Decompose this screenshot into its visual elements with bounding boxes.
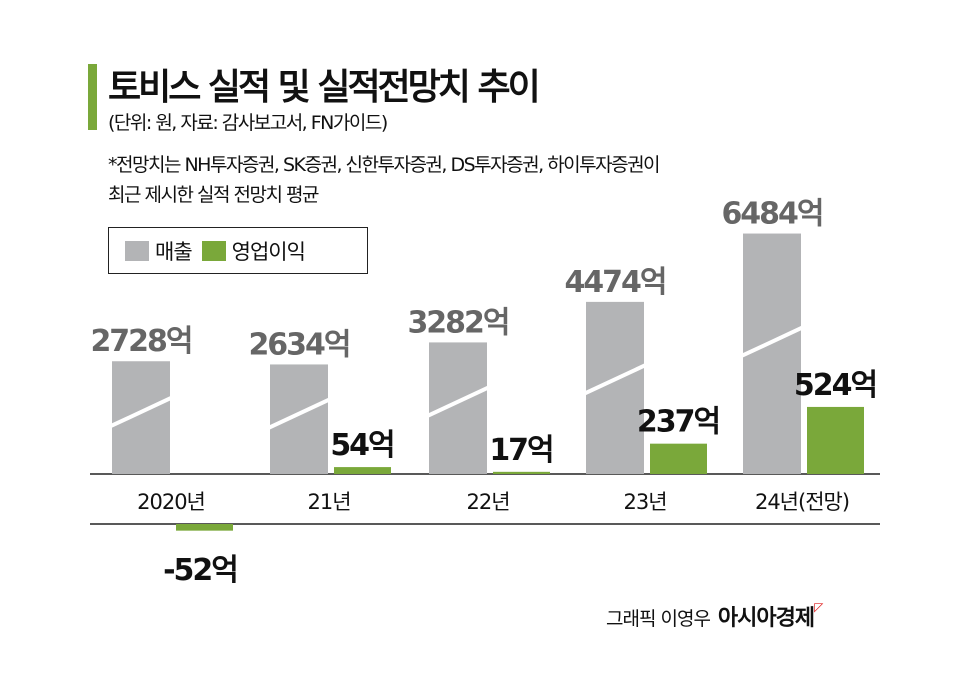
brand-mark-icon: ◸ bbox=[814, 600, 823, 614]
axis-break-mark bbox=[427, 385, 489, 418]
axis-break-mark bbox=[268, 397, 330, 430]
operating-profit-value-label: -52억 bbox=[163, 553, 237, 588]
axis-break-mark bbox=[741, 325, 803, 358]
operating-profit-bar bbox=[650, 443, 707, 474]
sales-bar bbox=[743, 233, 801, 474]
title-accent-bar bbox=[88, 64, 97, 130]
operating-profit-bar bbox=[493, 471, 550, 474]
x-tick-label: 21년 bbox=[307, 490, 350, 514]
legend-label-sales: 매출 bbox=[155, 239, 193, 264]
operating-profit-value-label: 237억 bbox=[637, 405, 719, 440]
x-tick-label: 23년 bbox=[623, 490, 666, 514]
operating-profit-bar bbox=[334, 467, 391, 474]
operating-profit-value-label: 17억 bbox=[489, 433, 552, 468]
axis-break-mark bbox=[110, 396, 172, 428]
note-line-1: *전망치는 NH투자증권, SK증권, 신한투자증권, DS투자증권, 하이투자… bbox=[108, 154, 661, 176]
sales-value-label: 3282억 bbox=[407, 305, 508, 340]
legend-swatch-sales bbox=[125, 240, 149, 261]
note-line-2: 최근 제시한 실적 전망치 평균 bbox=[108, 184, 319, 206]
sales-bar bbox=[429, 342, 487, 474]
x-tick-label: 22년 bbox=[466, 490, 509, 514]
operating-profit-bar bbox=[176, 524, 233, 531]
operating-profit-value-label: 54억 bbox=[330, 428, 393, 463]
sales-value-label: 4474억 bbox=[564, 265, 665, 300]
legend-label-operating-profit: 영업이익 bbox=[231, 239, 306, 264]
credit-text: 그래픽 이영우 bbox=[606, 608, 711, 630]
legend: 매출 영업이익 bbox=[108, 227, 368, 274]
credit: 그래픽 이영우 아시아경제◸ bbox=[606, 600, 823, 632]
sales-value-label: 2728억 bbox=[90, 324, 191, 359]
operating-profit-value-label: 524억 bbox=[794, 368, 876, 403]
x-tick-label: 24년(전망) bbox=[755, 490, 849, 514]
legend-swatch-operating-profit bbox=[201, 240, 226, 261]
chart-title: 토비스 실적 및 실적전망치 추이 bbox=[108, 67, 541, 108]
x-tick-label: 2020년 bbox=[137, 490, 205, 514]
brand-logo: 아시아경제 bbox=[717, 606, 815, 631]
axis-break-mark bbox=[584, 363, 646, 396]
sales-value-label: 2634억 bbox=[248, 327, 349, 362]
operating-profit-bar bbox=[807, 406, 864, 474]
sales-value-label: 6484억 bbox=[721, 197, 822, 232]
chart-subtitle: (단위: 원, 자료: 감사보고서, FN가이드) bbox=[108, 112, 388, 134]
sales-bar bbox=[112, 361, 170, 474]
sales-bar bbox=[270, 364, 328, 474]
